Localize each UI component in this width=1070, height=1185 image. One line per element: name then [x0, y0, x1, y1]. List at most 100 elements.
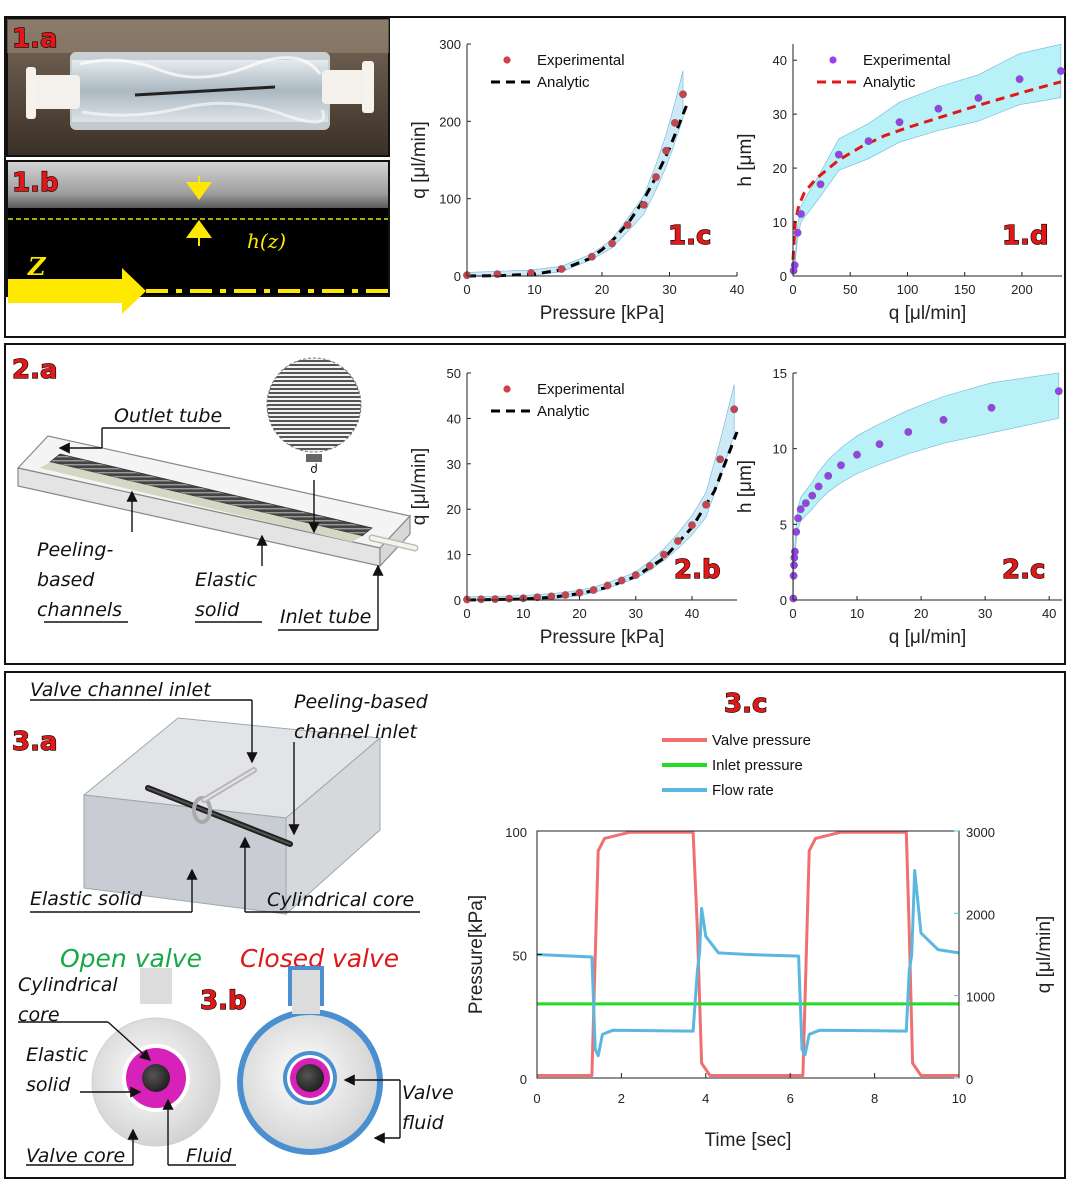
x-tick-label: 10 [952, 1091, 966, 1106]
data-point [674, 537, 682, 545]
y-tick-label: 0 [520, 1072, 527, 1087]
legend-marker-experimental [503, 56, 511, 64]
photo-device [6, 18, 390, 157]
chart-1d: 0 50 100 150 200 0 10 20 30 40 q [μl/min] h [μm] Exp… [735, 43, 1065, 324]
data-point [895, 118, 904, 127]
valve-block-3d [30, 699, 420, 916]
cyl-core-3b-label-1: Cylindrical [18, 974, 118, 996]
data-point [834, 150, 843, 159]
data-point [791, 547, 799, 556]
data-point [652, 173, 660, 181]
x-tick-label: 40 [1042, 606, 1056, 621]
data-point [808, 491, 817, 500]
panel-label-1a: 1.a [12, 24, 58, 54]
elastic-solid-3a-label: Elastic solid [30, 888, 143, 910]
data-point [702, 500, 710, 509]
data-point [588, 252, 596, 261]
data-point [716, 455, 724, 464]
legend-label-inlet-pressure: Inlet pressure [712, 757, 803, 774]
y-axis-title: q [μl/min] [409, 121, 430, 198]
data-point [939, 415, 948, 424]
data-point [801, 499, 810, 507]
y2-axis-title: q [μl/min] [1034, 916, 1055, 993]
data-point [662, 146, 670, 155]
data-point [789, 571, 798, 580]
x-tick-label: 30 [662, 282, 676, 297]
x-tick-label: 0 [533, 1091, 540, 1106]
x-tick-label: 10 [527, 282, 541, 297]
elastic-solid-3b-label-2: solid [26, 1074, 71, 1096]
fluid-label: Fluid [186, 1145, 233, 1167]
valve-core-label: Valve core [26, 1145, 125, 1167]
data-point [904, 428, 913, 436]
valve-pressure-line [537, 830, 959, 1077]
x-tick-label: 2 [618, 1091, 625, 1106]
y-tick-label: 15 [773, 366, 787, 381]
y-tick-label: 5 [780, 517, 787, 532]
y2-tick-label: 2000 [966, 907, 995, 922]
data-point [547, 592, 556, 601]
data-point [688, 521, 696, 529]
peeling-channels-label-2: based [37, 569, 95, 591]
row2-border [4, 343, 1066, 665]
cyl-core-3b-label-2: core [18, 1004, 60, 1026]
data-point [794, 514, 802, 523]
y2-tick-label: 1000 [966, 990, 995, 1005]
data-point [1057, 67, 1065, 75]
cylindrical-core-3a-label: Cylindrical core [267, 889, 414, 911]
panel-label-3a: 3.a [12, 727, 58, 757]
inlet-tube-label: Inlet tube [280, 606, 371, 628]
x-tick-label: 0 [463, 282, 470, 297]
data-point [730, 405, 739, 414]
flow-rate-line [536, 869, 960, 1058]
x-tick-label: 20 [572, 606, 586, 621]
data-point [645, 562, 654, 570]
y-axis-title: h [μm] [735, 133, 756, 186]
data-point [824, 471, 833, 480]
chart-2c: 0 10 20 30 40 0 5 10 15 q [μl/min] h [μm] [735, 366, 1063, 648]
data-point [533, 593, 542, 602]
chart-2b: 0 10 20 30 40 0 10 20 30 40 50 Pressure [kPa] q [μl/… [409, 366, 739, 648]
x-tick-label: 6 [787, 1091, 794, 1106]
peeling-channels-label-1: Peeling- [37, 539, 113, 561]
valve-leader-lines [18, 1021, 401, 1166]
y2-tick-label: 3000 [966, 825, 995, 840]
data-point [617, 576, 626, 585]
data-point [837, 461, 845, 470]
y-tick-label: 100 [505, 825, 527, 840]
data-point [790, 261, 799, 270]
data-point [557, 265, 566, 273]
y-tick-label: 30 [773, 107, 787, 122]
legend-label-analytic: Analytic [537, 403, 590, 420]
valve-fluid-label-1: Valve [402, 1082, 454, 1104]
svg-text:ρ: ρ [310, 463, 318, 477]
data-point [875, 440, 884, 448]
data-point [623, 221, 632, 229]
x-axis-title: q [μl/min] [889, 627, 966, 648]
y-tick-label: 0 [454, 593, 461, 608]
data-point [491, 595, 499, 603]
x-tick-label: 8 [871, 1091, 878, 1106]
y-tick-label: 0 [780, 593, 787, 608]
data-point [640, 200, 648, 209]
data-point [505, 594, 514, 603]
y-tick-label: 10 [447, 548, 461, 563]
data-point [660, 550, 668, 559]
schematic-peeling-channels: ρ [16, 357, 419, 631]
data-point [679, 90, 687, 99]
panel-label-1d: 1.d [1002, 221, 1049, 251]
legend-label-analytic: Analytic [863, 74, 916, 91]
closed-valve-section [237, 966, 383, 1155]
x-tick-label: 30 [978, 606, 992, 621]
peeling-inlet-label-2: channel inlet [294, 721, 419, 743]
y-tick-label: 10 [773, 442, 787, 457]
y-tick-label: 20 [447, 502, 461, 517]
micrograph-gap [6, 160, 390, 314]
data-point [797, 210, 805, 218]
uncertainty-band [466, 70, 684, 277]
data-point [671, 119, 679, 127]
data-point [974, 94, 983, 102]
x-tick-label: 0 [789, 606, 796, 621]
y-axis-title: h [μm] [735, 460, 756, 513]
data-point [575, 588, 584, 597]
